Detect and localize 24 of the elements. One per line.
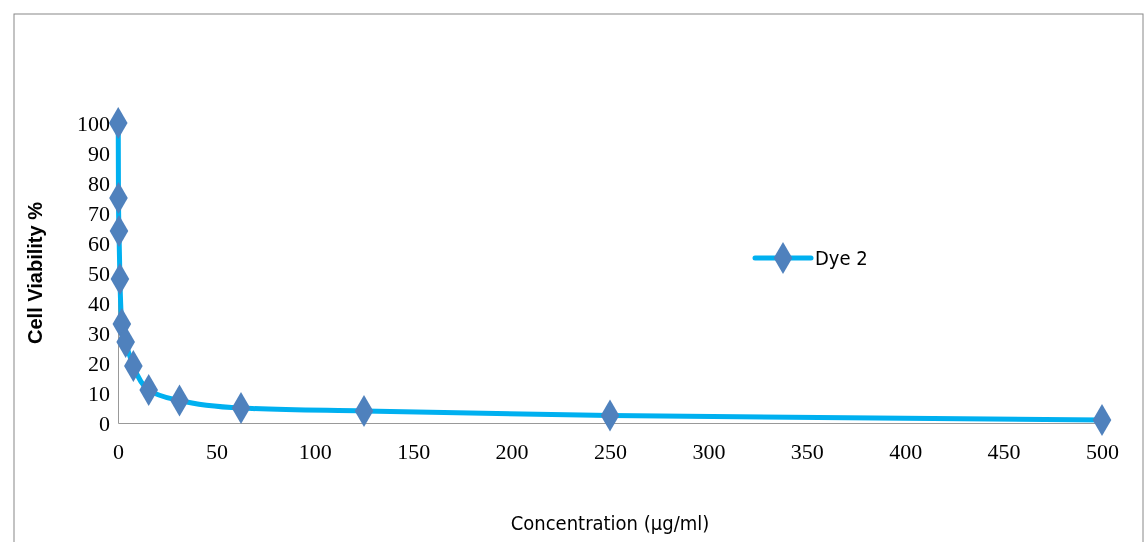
y-axis-title: Cell Viability % [24,201,46,344]
x-tick-label: 100 [298,438,332,464]
y-tick-label: 90 [88,140,110,166]
x-tick-label: 450 [987,438,1021,464]
x-tick-label: 150 [397,438,431,464]
x-tick-label: 400 [889,438,923,464]
legend-label: Dye 2 [815,246,868,270]
y-tick-label: 70 [88,200,110,226]
x-tick-label: 200 [495,438,529,464]
x-tick-label: 350 [790,438,824,464]
x-axis-title: Concentration (µg/ml) [510,511,710,535]
y-tick-label: 10 [88,380,110,406]
y-tick-label: 60 [88,230,110,256]
y-tick-label: 0 [99,410,110,436]
y-tick-label: 20 [88,350,110,376]
x-tick-label: 500 [1086,438,1119,464]
y-tick-label: 30 [88,320,110,346]
y-tick-label: 50 [88,260,110,286]
x-tick-label: 250 [594,438,627,464]
x-tick-label: 300 [692,438,726,464]
y-tick-label: 100 [77,110,110,136]
x-tick-label: 50 [205,438,228,464]
y-tick-label: 40 [88,290,110,316]
y-tick-label: 80 [88,170,110,196]
